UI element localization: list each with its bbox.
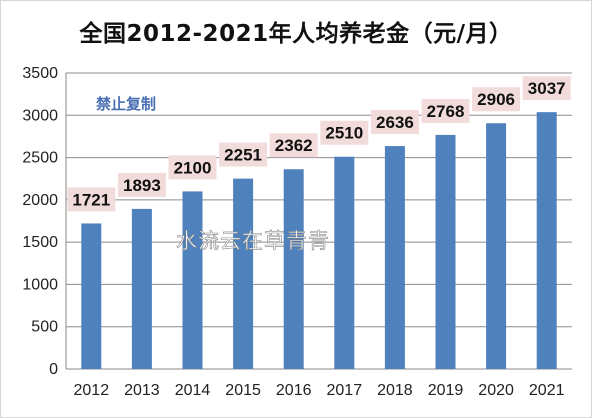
data-label: 2906 <box>477 90 515 109</box>
data-label-bg <box>67 187 116 212</box>
x-tick-label: 2012 <box>74 382 110 399</box>
data-label: 3037 <box>528 79 566 98</box>
x-tick-label: 2013 <box>124 382 160 399</box>
data-label: 1893 <box>123 176 161 195</box>
y-tick-label: 2500 <box>22 150 58 167</box>
data-label-bg <box>219 142 268 167</box>
bars <box>81 112 557 370</box>
y-tick-label: 500 <box>31 319 58 336</box>
y-tick-label: 1500 <box>22 234 58 251</box>
x-tick-label: 2021 <box>529 382 565 399</box>
data-label-bg <box>472 87 521 112</box>
data-label-bg <box>168 155 217 180</box>
x-tick-label: 2014 <box>175 382 211 399</box>
chart-title: 全国2012-2021年人均养老金（元/月） <box>79 21 513 47</box>
x-tick-label: 2015 <box>225 382 261 399</box>
data-label-bg <box>269 133 318 158</box>
bar-2017 <box>334 156 355 369</box>
data-label-bg <box>370 110 419 135</box>
bar-2014 <box>182 191 203 369</box>
bar-2013 <box>131 208 152 369</box>
bar-2012 <box>81 223 102 369</box>
data-label: 2362 <box>275 136 313 155</box>
watermark-text-2: 水流云在草青青 <box>176 229 330 253</box>
data-label: 2768 <box>427 102 465 121</box>
data-label-bg <box>320 120 369 145</box>
y-tick-label: 2000 <box>22 192 58 209</box>
data-label: 2636 <box>376 113 414 132</box>
data-label: 2510 <box>325 124 363 143</box>
watermark-text-1: 禁止复制 <box>96 95 156 113</box>
data-label: 2100 <box>174 158 212 177</box>
x-tick-label: 2018 <box>377 382 413 399</box>
y-tick-label: 0 <box>49 361 58 378</box>
y-tick-label: 3000 <box>22 107 58 124</box>
data-label: 2251 <box>224 146 262 165</box>
x-tick-label: 2019 <box>428 382 464 399</box>
y-tick-label: 1000 <box>22 276 58 293</box>
x-tick-labels: 2012 2013 2014 2015 2016 2017 2018 2019 2020 2021 <box>74 382 565 399</box>
data-label-bg <box>522 76 571 101</box>
y-tick-label: 3500 <box>22 65 58 82</box>
x-tick-label: 2017 <box>327 382 363 399</box>
bar-2021 <box>536 112 557 370</box>
x-tick-label: 2020 <box>478 382 514 399</box>
bar-2016 <box>283 169 304 369</box>
data-label-bg <box>117 172 166 197</box>
data-labels: 1721 1893 2100 2251 2362 2510 2636 2768 2906 3037 <box>67 76 571 212</box>
y-tick-labels: 0 500 1000 1500 2000 2500 3000 3500 <box>22 65 58 378</box>
data-label: 1721 <box>72 190 110 209</box>
bar-2015 <box>233 178 254 369</box>
data-label-bg <box>421 98 470 123</box>
bar-2019 <box>435 134 456 369</box>
x-tick-label: 2016 <box>276 382 312 399</box>
bar-2020 <box>486 123 507 369</box>
bar-2018 <box>384 146 405 369</box>
